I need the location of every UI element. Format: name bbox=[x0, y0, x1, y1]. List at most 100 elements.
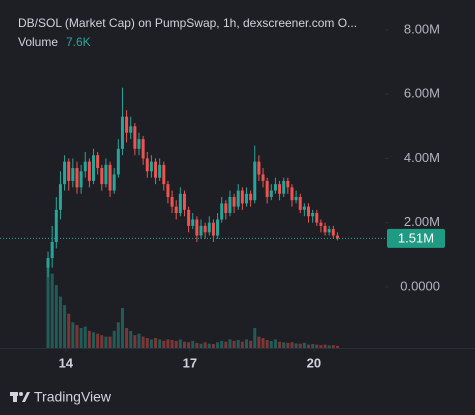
volume-bar bbox=[182, 341, 186, 348]
plot-area bbox=[46, 87, 339, 348]
candle-body bbox=[125, 116, 129, 133]
volume-bar bbox=[116, 322, 120, 348]
volume-bar bbox=[199, 343, 203, 348]
volume-bar bbox=[224, 341, 228, 348]
volume-bar bbox=[125, 328, 129, 348]
volume-bar bbox=[253, 328, 257, 348]
candle-body bbox=[191, 219, 195, 226]
logo-part bbox=[22, 392, 30, 402]
candle-body bbox=[145, 158, 149, 172]
volume-bar bbox=[319, 345, 323, 348]
volume-bar bbox=[87, 330, 91, 348]
volume-bar bbox=[278, 341, 282, 348]
candle-body bbox=[290, 187, 294, 201]
volume-bar bbox=[273, 339, 277, 348]
volume-bar bbox=[58, 296, 62, 348]
x-tick-label: 20 bbox=[307, 355, 321, 370]
candle-body bbox=[211, 222, 215, 236]
volume-bar bbox=[290, 342, 294, 348]
candle-body bbox=[137, 139, 141, 149]
volume-bar bbox=[282, 342, 286, 348]
candle-body bbox=[96, 155, 100, 169]
volume-bar bbox=[298, 343, 302, 348]
candle-body bbox=[100, 168, 104, 185]
candle-body bbox=[149, 161, 153, 172]
candle-body bbox=[253, 161, 257, 201]
brand-name: TradingView bbox=[34, 389, 112, 405]
candle-body bbox=[120, 116, 124, 149]
logo-part bbox=[13, 392, 17, 402]
volume-bar bbox=[269, 340, 273, 348]
volume-bar bbox=[311, 344, 315, 348]
volume-bar bbox=[145, 338, 149, 348]
candle-body bbox=[112, 174, 116, 191]
candle-body bbox=[286, 180, 290, 188]
y-tick-label: 8.00M bbox=[404, 21, 440, 36]
volume-bar bbox=[261, 338, 265, 348]
volume-bar bbox=[236, 340, 240, 348]
volume-bar bbox=[315, 344, 319, 348]
candle-body bbox=[75, 168, 79, 188]
candle-body bbox=[129, 126, 133, 133]
volume-bar bbox=[240, 341, 244, 348]
volume-bar bbox=[133, 335, 137, 348]
volume-bar bbox=[54, 285, 58, 348]
candle-body bbox=[141, 139, 145, 159]
candle-body bbox=[224, 203, 228, 214]
volume-label: Volume bbox=[18, 35, 58, 49]
logo-part bbox=[19, 392, 23, 396]
volume-bar bbox=[104, 336, 108, 348]
volume-bar bbox=[244, 339, 248, 348]
volume-bar bbox=[63, 305, 67, 348]
volume-bar bbox=[302, 342, 306, 348]
volume-bar bbox=[83, 326, 87, 348]
volume-bar bbox=[108, 336, 112, 348]
volume-bar bbox=[71, 322, 75, 348]
candle-body bbox=[282, 180, 286, 194]
y-tick-label: 2.00M bbox=[404, 214, 440, 229]
candle-body bbox=[244, 193, 248, 204]
candle-body bbox=[232, 196, 236, 207]
volume-bar bbox=[211, 344, 215, 348]
candle-body bbox=[331, 229, 335, 236]
volume-bar bbox=[294, 343, 298, 348]
volume-bar bbox=[129, 330, 133, 348]
volume-bar bbox=[96, 333, 100, 348]
candle-body bbox=[327, 229, 331, 233]
candle-body bbox=[257, 161, 261, 175]
brand-logo bbox=[10, 392, 30, 402]
candle-body bbox=[319, 222, 323, 226]
candle-body bbox=[335, 235, 339, 239]
volume-bar bbox=[162, 340, 166, 348]
volume-bar bbox=[92, 332, 96, 348]
candle-body bbox=[249, 193, 253, 201]
volume-bar bbox=[307, 344, 311, 348]
volume-bar bbox=[335, 345, 339, 348]
candle-body bbox=[261, 174, 265, 181]
candle-body bbox=[166, 184, 170, 197]
candle-body bbox=[294, 196, 298, 201]
volume-bar bbox=[207, 343, 211, 348]
volume-bar bbox=[154, 338, 158, 348]
candle-body bbox=[178, 193, 182, 214]
candle-body bbox=[58, 184, 62, 210]
last-price-badge bbox=[387, 228, 445, 248]
candle-body bbox=[273, 184, 277, 191]
candle-body bbox=[182, 193, 186, 210]
candle-body bbox=[116, 148, 120, 175]
volume-bar bbox=[67, 313, 71, 348]
x-tick-label: 14 bbox=[59, 355, 74, 370]
candle-body bbox=[311, 213, 315, 217]
legend-title: DB/SOL (Market Cap) on PumpSwap, 1h, dex… bbox=[18, 16, 357, 30]
candle-body bbox=[67, 161, 71, 181]
candle-body bbox=[50, 241, 54, 259]
volume-bar bbox=[178, 339, 182, 348]
y-tick-label: 4.00M bbox=[404, 150, 440, 165]
volume-bar bbox=[141, 336, 145, 348]
volume-bar bbox=[220, 340, 224, 348]
y-tick-label: 6.00M bbox=[404, 86, 440, 101]
candle-body bbox=[104, 164, 108, 185]
candle-body bbox=[133, 126, 137, 149]
candle-body bbox=[228, 196, 232, 214]
candle-body bbox=[79, 171, 83, 188]
